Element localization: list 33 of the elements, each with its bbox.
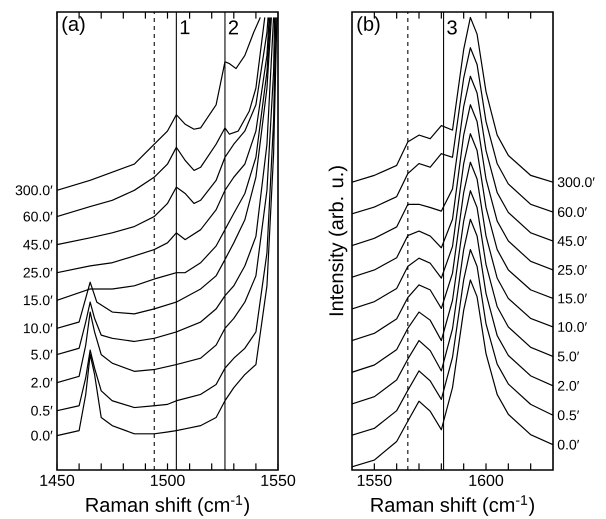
x-axis-title: Raman shift (cm$^{-1}$): [86, 495, 249, 516]
series-label: 10.0′: [558, 322, 587, 332]
x-tick-label: 1450: [40, 474, 74, 486]
x-axis-title: Raman shift (cm$^{-1}$): [371, 495, 534, 516]
x-tick-label: 1550: [358, 474, 392, 486]
series-label: 45.0′: [23, 240, 52, 250]
y-axis-title: Intensity (arb. u.): [328, 166, 348, 316]
annotation: (b): [358, 16, 380, 35]
series-label: 60.0′: [24, 212, 52, 222]
series-label: 2.0′: [558, 380, 580, 391]
series-label: 5.0′: [558, 351, 580, 362]
annotation: 1: [180, 20, 190, 34]
series-label: 0.0′: [31, 430, 52, 441]
series-label: 25.0′: [558, 265, 587, 275]
series-label: 45.0′: [558, 236, 587, 246]
annotation: 3: [447, 20, 457, 35]
series-label: 5.0′: [31, 350, 52, 360]
series-label: 300.0′: [558, 177, 595, 188]
annotation: (a): [62, 16, 84, 35]
series-label: 15.0′: [558, 294, 587, 304]
x-tick-label: 1500: [150, 474, 185, 486]
series-label: 2.0′: [31, 378, 52, 388]
series-label: 15.0′: [24, 295, 52, 306]
series-label: 300.0′: [16, 185, 52, 196]
series-label: 10.0′: [24, 323, 52, 334]
series-label: 0.5′: [31, 406, 52, 416]
series-label: 0.5′: [558, 410, 580, 420]
x-tick-label: 1600: [469, 474, 504, 486]
annotation: 2: [228, 20, 238, 34]
series-label: 25.0′: [24, 268, 52, 278]
x-tick-label: 1550: [261, 474, 296, 486]
series-label: 0.0′: [558, 440, 580, 450]
series-label: 60.0′: [558, 207, 587, 217]
